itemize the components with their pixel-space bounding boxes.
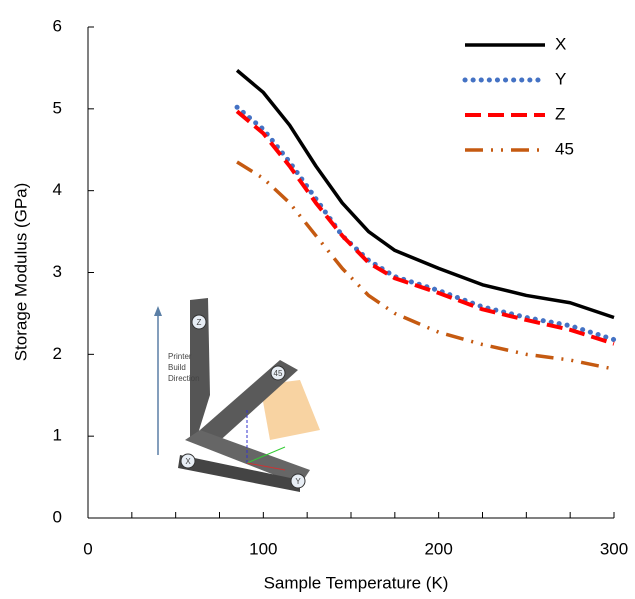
axis-line bbox=[246, 462, 286, 471]
plane bbox=[260, 380, 320, 440]
y-tick-label: 4 bbox=[53, 180, 62, 199]
inset-badge bbox=[180, 453, 196, 469]
arm-45 bbox=[200, 360, 298, 445]
legend-label: X bbox=[555, 34, 566, 53]
inset-figure: Printer Build Direction Z 45 X Y bbox=[154, 298, 320, 492]
arm-x bbox=[178, 455, 300, 492]
y-tick-label: 0 bbox=[53, 507, 62, 526]
x-tick-label: 300 bbox=[600, 539, 628, 558]
line-series bbox=[236, 160, 615, 371]
y-tick-label: 3 bbox=[53, 262, 62, 281]
line-series bbox=[235, 69, 615, 320]
inset-label: 45 bbox=[274, 369, 283, 378]
y-axis-label: Storage Modulus (GPa) bbox=[11, 183, 30, 362]
y-tick-label: 1 bbox=[53, 426, 62, 445]
inset-badge bbox=[270, 365, 286, 381]
line-series bbox=[235, 109, 615, 346]
y-tick-label: 5 bbox=[53, 98, 62, 117]
x-tick-label: 200 bbox=[424, 539, 452, 558]
arrow-head bbox=[154, 306, 162, 316]
x-tick-label: 100 bbox=[249, 539, 277, 558]
y-tick-label: 2 bbox=[53, 344, 62, 363]
x-tick-label: 0 bbox=[83, 539, 92, 558]
legend-label: 45 bbox=[555, 139, 574, 158]
inset-label: Y bbox=[295, 477, 301, 486]
arm-z bbox=[190, 298, 210, 440]
legend-label: Z bbox=[555, 104, 565, 123]
inset-label: X bbox=[185, 457, 191, 466]
inset-caption: Direction bbox=[168, 374, 200, 383]
x-axis-label: Sample Temperature (K) bbox=[264, 573, 449, 592]
legend-label: Y bbox=[555, 69, 566, 88]
inset-caption: Printer bbox=[168, 352, 192, 361]
inset-caption: Build bbox=[168, 363, 186, 372]
inset-badge bbox=[290, 473, 306, 489]
y-tick-label: 6 bbox=[53, 16, 62, 35]
axis-line bbox=[246, 446, 286, 464]
inset-label: Z bbox=[197, 318, 202, 327]
inset-badge bbox=[191, 314, 207, 330]
